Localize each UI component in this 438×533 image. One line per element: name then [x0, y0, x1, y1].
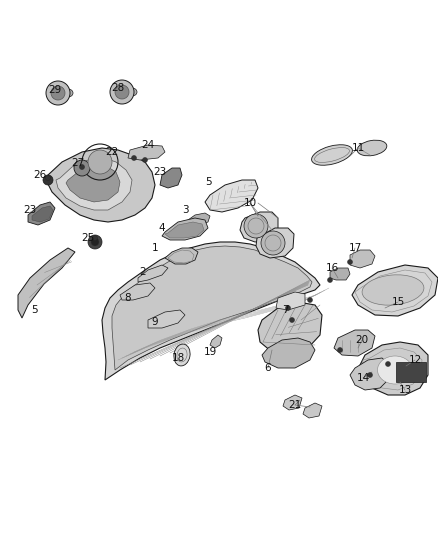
- Text: 23: 23: [23, 205, 37, 215]
- Ellipse shape: [378, 356, 413, 384]
- Text: 10: 10: [244, 198, 257, 208]
- Text: 20: 20: [356, 335, 368, 345]
- Polygon shape: [165, 248, 198, 264]
- Polygon shape: [276, 292, 305, 310]
- Circle shape: [51, 86, 65, 100]
- Ellipse shape: [362, 275, 424, 305]
- Polygon shape: [205, 180, 258, 212]
- Circle shape: [88, 150, 112, 174]
- Polygon shape: [330, 268, 350, 280]
- Text: 7: 7: [282, 305, 288, 315]
- Circle shape: [290, 318, 294, 322]
- Polygon shape: [120, 283, 155, 300]
- Ellipse shape: [357, 140, 387, 156]
- Circle shape: [307, 297, 312, 303]
- Polygon shape: [188, 213, 210, 225]
- Circle shape: [74, 160, 90, 176]
- Polygon shape: [28, 202, 55, 225]
- Circle shape: [261, 231, 285, 255]
- Polygon shape: [256, 228, 294, 258]
- Text: 9: 9: [152, 317, 158, 327]
- Polygon shape: [283, 395, 302, 410]
- Bar: [396, 362, 426, 382]
- Polygon shape: [138, 265, 168, 282]
- Circle shape: [367, 373, 372, 377]
- Polygon shape: [258, 302, 322, 355]
- Text: 1: 1: [152, 243, 158, 253]
- Text: 16: 16: [325, 263, 339, 273]
- Polygon shape: [128, 145, 165, 160]
- Text: 11: 11: [351, 143, 364, 153]
- Text: 19: 19: [203, 347, 217, 357]
- Text: 26: 26: [33, 170, 46, 180]
- Circle shape: [286, 305, 290, 311]
- Circle shape: [80, 165, 85, 169]
- Text: 27: 27: [71, 158, 85, 168]
- Polygon shape: [112, 246, 312, 370]
- Ellipse shape: [63, 89, 73, 97]
- Circle shape: [142, 157, 148, 163]
- Circle shape: [46, 81, 70, 105]
- Text: 14: 14: [357, 373, 370, 383]
- Circle shape: [347, 260, 353, 264]
- Polygon shape: [262, 338, 315, 368]
- Circle shape: [328, 278, 332, 282]
- Text: 3: 3: [182, 205, 188, 215]
- Polygon shape: [102, 242, 320, 380]
- Polygon shape: [165, 222, 204, 238]
- Text: 4: 4: [159, 223, 165, 233]
- Polygon shape: [160, 168, 182, 188]
- Polygon shape: [46, 148, 155, 222]
- Circle shape: [92, 236, 98, 240]
- Text: 8: 8: [125, 293, 131, 303]
- Text: 5: 5: [205, 177, 211, 187]
- Circle shape: [91, 238, 99, 246]
- Text: 12: 12: [408, 355, 422, 365]
- Text: 25: 25: [81, 233, 95, 243]
- Text: 18: 18: [171, 353, 185, 363]
- Polygon shape: [360, 342, 428, 395]
- Circle shape: [88, 235, 102, 249]
- Circle shape: [115, 85, 129, 99]
- Polygon shape: [350, 358, 390, 390]
- Circle shape: [338, 348, 343, 352]
- Text: 24: 24: [141, 140, 155, 150]
- Text: 13: 13: [399, 385, 412, 395]
- Text: 29: 29: [48, 85, 62, 95]
- Circle shape: [244, 214, 268, 238]
- Text: 17: 17: [348, 243, 362, 253]
- Circle shape: [131, 156, 137, 160]
- Circle shape: [110, 80, 134, 104]
- Ellipse shape: [127, 88, 137, 96]
- Ellipse shape: [174, 344, 190, 366]
- Ellipse shape: [311, 145, 353, 165]
- Polygon shape: [350, 250, 375, 268]
- Circle shape: [46, 175, 50, 181]
- Polygon shape: [303, 403, 322, 418]
- Text: 6: 6: [265, 363, 271, 373]
- Text: 21: 21: [288, 400, 302, 410]
- Text: 23: 23: [153, 167, 166, 177]
- Polygon shape: [56, 158, 132, 210]
- Circle shape: [43, 175, 53, 185]
- Polygon shape: [18, 248, 75, 318]
- Circle shape: [385, 361, 391, 367]
- Polygon shape: [240, 212, 278, 242]
- Polygon shape: [162, 218, 208, 240]
- Polygon shape: [148, 310, 185, 328]
- Polygon shape: [32, 206, 53, 222]
- Text: 5: 5: [31, 305, 37, 315]
- Polygon shape: [66, 166, 120, 202]
- Polygon shape: [210, 335, 222, 348]
- Text: 2: 2: [140, 267, 146, 277]
- Polygon shape: [334, 330, 375, 356]
- Polygon shape: [352, 265, 438, 316]
- Text: 22: 22: [106, 147, 119, 157]
- Text: 15: 15: [392, 297, 405, 307]
- Text: 28: 28: [111, 83, 125, 93]
